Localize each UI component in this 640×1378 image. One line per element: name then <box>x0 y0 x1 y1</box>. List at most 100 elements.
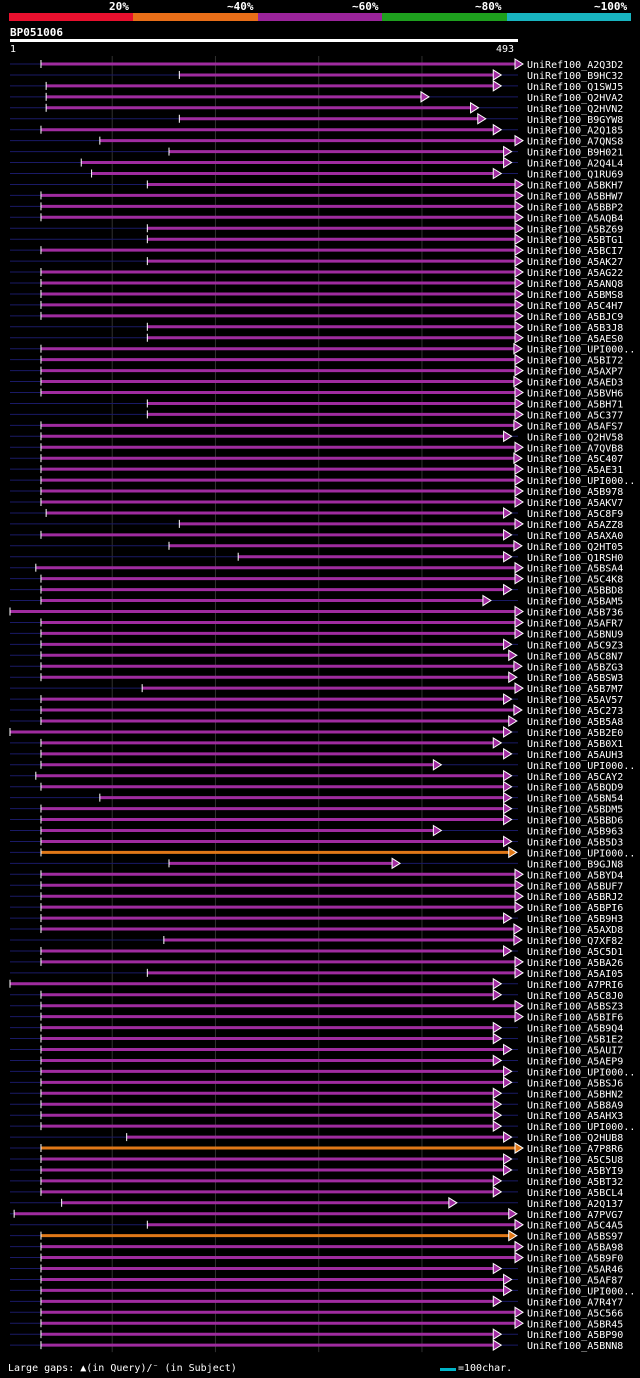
hit-label[interactable]: UniRef100_A5AUI7 <box>527 1046 623 1057</box>
hit-label[interactable]: UniRef100_A5BPI6 <box>527 903 623 914</box>
hit-label[interactable]: UniRef100_A5C273 <box>527 706 623 717</box>
hit-label[interactable]: UniRef100_A5C377 <box>527 410 623 421</box>
hit-label[interactable]: UniRef100_A2Q4L4 <box>527 159 623 170</box>
hit-label[interactable]: UniRef100_A5BA26 <box>527 958 623 969</box>
hit-label[interactable]: UniRef100_A5AE31 <box>527 465 623 476</box>
hit-label[interactable]: UniRef100_A5B963 <box>527 827 623 838</box>
hit-label[interactable]: UniRef100_A5AKV7 <box>527 498 623 509</box>
hit-label[interactable]: UniRef100_A5AI05 <box>527 969 623 980</box>
hit-label[interactable]: UniRef100_A5AG22 <box>527 268 623 279</box>
hit-label[interactable]: UniRef100_A5AV57 <box>527 695 623 706</box>
hit-label[interactable]: UniRef100_A5BMS8 <box>527 290 623 301</box>
hit-label[interactable]: UniRef100_Q1RU69 <box>527 170 623 181</box>
hit-label[interactable]: UniRef100_A5BT32 <box>527 1177 623 1188</box>
hit-label[interactable]: UniRef100_Q1SWJ5 <box>527 82 623 93</box>
hit-label[interactable]: UniRef100_A5BCI7 <box>527 246 623 257</box>
hit-label[interactable]: UniRef100_A5B978 <box>527 487 623 498</box>
hit-label[interactable]: UniRef100_A7R4Y7 <box>527 1297 623 1308</box>
hit-label[interactable]: UniRef100_A5B9Q4 <box>527 1024 623 1035</box>
hit-label[interactable]: UniRef100_A5C4H7 <box>527 301 623 312</box>
hit-label[interactable]: UniRef100_A5BA98 <box>527 1243 623 1254</box>
hit-label[interactable]: UniRef100_A5BDM5 <box>527 805 623 816</box>
hit-label[interactable]: UniRef100_A5BBP2 <box>527 202 623 213</box>
hit-label[interactable]: UniRef100_A5C5U8 <box>527 1155 623 1166</box>
hit-label[interactable]: UniRef100_UPI000.. <box>527 1122 635 1133</box>
hit-label[interactable]: UniRef100_A5ANQ8 <box>527 279 623 290</box>
hit-label[interactable]: UniRef100_A5C8F9 <box>527 509 623 520</box>
hit-label[interactable]: UniRef100_Q2HV58 <box>527 432 623 443</box>
hit-label[interactable]: UniRef100_A5BKH7 <box>527 180 623 191</box>
hit-label[interactable]: UniRef100_A5BJC9 <box>527 312 623 323</box>
hit-label[interactable]: UniRef100_A5CAY2 <box>527 772 623 783</box>
hit-label[interactable]: UniRef100_A5AXD8 <box>527 925 623 936</box>
hit-label[interactable]: UniRef100_A5BAM5 <box>527 597 623 608</box>
hit-label[interactable]: UniRef100_A5C8N7 <box>527 651 623 662</box>
hit-label[interactable]: UniRef100_A5BSZ3 <box>527 1002 623 1013</box>
hit-label[interactable]: UniRef100_A5AXA0 <box>527 531 623 542</box>
hit-label[interactable]: UniRef100_A5AQB4 <box>527 213 623 224</box>
hit-label[interactable]: UniRef100_A5BHN2 <box>527 1089 623 1100</box>
hit-label[interactable]: UniRef100_A5BUF7 <box>527 881 623 892</box>
hit-label[interactable]: UniRef100_A5BBD6 <box>527 816 623 827</box>
hit-label[interactable]: UniRef100_A5BH71 <box>527 399 623 410</box>
hit-label[interactable]: UniRef100_A5BRJ2 <box>527 892 623 903</box>
hit-label[interactable]: UniRef100_UPI000.. <box>527 345 635 356</box>
hit-label[interactable]: UniRef100_A5B8A9 <box>527 1100 623 1111</box>
hit-label[interactable]: UniRef100_A5B7M7 <box>527 684 623 695</box>
hit-label[interactable]: UniRef100_A5BR45 <box>527 1319 623 1330</box>
hit-label[interactable]: UniRef100_A5AEP9 <box>527 1056 623 1067</box>
hit-label[interactable]: UniRef100_A5BBD8 <box>527 586 623 597</box>
hit-label[interactable]: UniRef100_UPI000.. <box>527 848 635 859</box>
hit-label[interactable]: UniRef100_A5AK27 <box>527 257 623 268</box>
hit-label[interactable]: UniRef100_A5BP90 <box>527 1330 623 1341</box>
hit-label[interactable]: UniRef100_A5C8J0 <box>527 991 623 1002</box>
hit-label[interactable]: UniRef100_A5B1E2 <box>527 1035 623 1046</box>
hit-label[interactable]: UniRef100_B9GYW8 <box>527 115 623 126</box>
hit-label[interactable]: UniRef100_A5C566 <box>527 1308 623 1319</box>
hit-label[interactable]: UniRef100_A5AED3 <box>527 378 623 389</box>
hit-label[interactable]: UniRef100_A5BVH6 <box>527 389 623 400</box>
hit-label[interactable]: UniRef100_UPI000.. <box>527 761 635 772</box>
hit-label[interactable]: UniRef100_Q7XF82 <box>527 936 623 947</box>
hit-label[interactable]: UniRef100_A7PVG7 <box>527 1210 623 1221</box>
hit-label[interactable]: UniRef100_A5B5A8 <box>527 717 623 728</box>
hit-label[interactable]: UniRef100_A5B2E0 <box>527 728 623 739</box>
hit-label[interactable]: UniRef100_A5BQD9 <box>527 783 623 794</box>
hit-label[interactable]: UniRef100_Q2HT05 <box>527 542 623 553</box>
hit-label[interactable]: UniRef100_A7QVB8 <box>527 443 623 454</box>
hit-label[interactable]: UniRef100_A5AUH3 <box>527 750 623 761</box>
hit-label[interactable]: UniRef100_A5C9Z3 <box>527 640 623 651</box>
hit-label[interactable]: UniRef100_A5B9H3 <box>527 914 623 925</box>
hit-label[interactable]: UniRef100_Q1RSH0 <box>527 553 623 564</box>
hit-label[interactable]: UniRef100_A5BSW3 <box>527 673 623 684</box>
hit-label[interactable]: UniRef100_UPI000.. <box>527 1067 635 1078</box>
hit-label[interactable]: UniRef100_B9HC32 <box>527 71 623 82</box>
hit-label[interactable]: UniRef100_A5B0X1 <box>527 739 623 750</box>
hit-label[interactable]: UniRef100_A5BSJ6 <box>527 1078 623 1089</box>
hit-label[interactable]: UniRef100_A5BZG3 <box>527 662 623 673</box>
hit-label[interactable]: UniRef100_A5BNU9 <box>527 629 623 640</box>
hit-label[interactable]: UniRef100_UPI000.. <box>527 1286 635 1297</box>
hit-label[interactable]: UniRef100_A5C4A5 <box>527 1221 623 1232</box>
hit-label[interactable]: UniRef100_A5BIF6 <box>527 1013 623 1024</box>
hit-label[interactable]: UniRef100_A5BHW7 <box>527 191 623 202</box>
hit-label[interactable]: UniRef100_A5C407 <box>527 454 623 465</box>
hit-label[interactable]: UniRef100_A5BCL4 <box>527 1188 623 1199</box>
hit-label[interactable]: UniRef100_A5BTG1 <box>527 235 623 246</box>
hit-label[interactable]: UniRef100_A5B9F0 <box>527 1254 623 1265</box>
hit-label[interactable]: UniRef100_A5C5D1 <box>527 947 623 958</box>
hit-label[interactable]: UniRef100_A5B3J8 <box>527 323 623 334</box>
hit-label[interactable]: UniRef100_A2Q137 <box>527 1199 623 1210</box>
hit-label[interactable]: UniRef100_B9GJN8 <box>527 859 623 870</box>
hit-label[interactable]: UniRef100_A5BN54 <box>527 794 623 805</box>
hit-label[interactable]: UniRef100_A5AFS7 <box>527 421 623 432</box>
hit-label[interactable]: UniRef100_A5AR46 <box>527 1265 623 1276</box>
hit-label[interactable]: UniRef100_A5BYI9 <box>527 1166 623 1177</box>
hit-label[interactable]: UniRef100_UPI000.. <box>527 476 635 487</box>
hit-label[interactable]: UniRef100_A7P8R6 <box>527 1144 623 1155</box>
hit-label[interactable]: UniRef100_Q2HVN2 <box>527 104 623 115</box>
hit-label[interactable]: UniRef100_A5B5D3 <box>527 837 623 848</box>
hit-label[interactable]: UniRef100_A5AES0 <box>527 334 623 345</box>
hit-label[interactable]: UniRef100_A2Q185 <box>527 126 623 137</box>
hit-label[interactable]: UniRef100_A5AFR7 <box>527 618 623 629</box>
